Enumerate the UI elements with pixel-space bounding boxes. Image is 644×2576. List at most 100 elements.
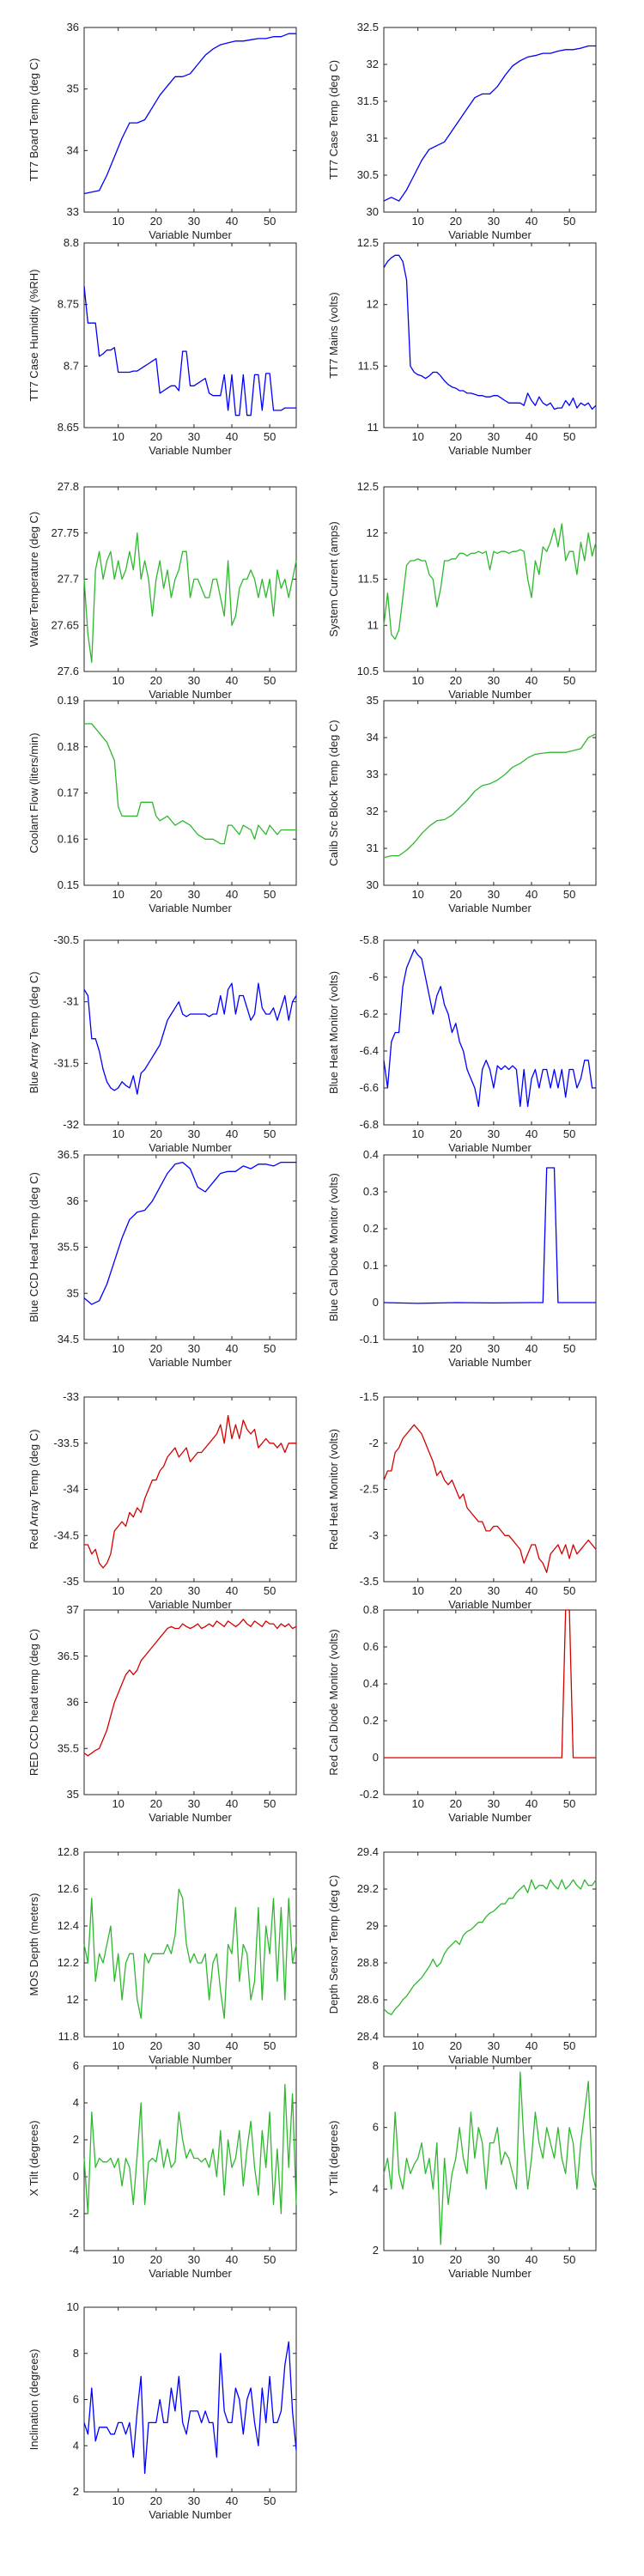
y-tick-label: 34 bbox=[367, 731, 379, 744]
series-line-0 bbox=[83, 33, 296, 195]
y-tick-label: 0 bbox=[73, 2170, 79, 2183]
plot-frame bbox=[83, 27, 297, 213]
plot-frame bbox=[383, 1609, 597, 1795]
chart-panel-8: 10 20 30 40 50 -32 -31.5 -31 -30.5 Variable Numbe… bbox=[27, 933, 297, 1154]
x-axis-label: Variable Number bbox=[149, 902, 232, 914]
y-tick-label: 11.5 bbox=[358, 359, 379, 372]
y-tick-label: 36.5 bbox=[58, 1649, 79, 1662]
x-tick-label: 30 bbox=[488, 2039, 500, 2052]
y-tick-label: 27.8 bbox=[58, 480, 79, 493]
y-tick-label: 28.6 bbox=[357, 1993, 379, 2006]
x-axis-label: Variable Number bbox=[448, 2053, 532, 2066]
x-tick-label: 50 bbox=[563, 1797, 575, 1810]
x-tick-label: 30 bbox=[188, 1127, 200, 1140]
x-tick-label: 10 bbox=[112, 430, 124, 443]
y-tick-label: 11 bbox=[368, 421, 380, 434]
y-tick-label: 36.5 bbox=[58, 1148, 79, 1161]
x-tick-label: 20 bbox=[150, 674, 162, 687]
series-line-0 bbox=[383, 254, 597, 410]
y-tick-label: 28.4 bbox=[357, 2030, 379, 2043]
x-axis-label: Variable Number bbox=[448, 1141, 532, 1154]
y-tick-label: 11 bbox=[368, 618, 380, 631]
y-tick-label: 12 bbox=[367, 298, 379, 311]
chart-panel-5: 10 20 30 40 50 10.5 11 11.5 12 12.5 Variable Numbe… bbox=[327, 480, 597, 701]
y-tick-label: 6 bbox=[73, 2059, 79, 2072]
y-tick-label: 34 bbox=[67, 143, 79, 156]
x-tick-label: 40 bbox=[526, 888, 538, 901]
y-tick-label: -2.5 bbox=[360, 1483, 379, 1496]
y-tick-label: -5.8 bbox=[360, 933, 379, 946]
plot-frame bbox=[383, 1154, 597, 1340]
x-tick-label: 50 bbox=[563, 2039, 575, 2052]
y-tick-label: 33 bbox=[367, 768, 379, 781]
x-tick-label: 10 bbox=[411, 888, 423, 901]
plot-frame bbox=[383, 27, 597, 213]
x-tick-label: 20 bbox=[150, 888, 162, 901]
y-tick-label: 32 bbox=[367, 805, 379, 817]
y-tick-label: 27.6 bbox=[58, 665, 79, 677]
y-tick-label: 35.5 bbox=[58, 1741, 79, 1754]
x-axis-label: Variable Number bbox=[149, 2053, 232, 2066]
x-tick-label: 30 bbox=[488, 674, 500, 687]
series-line-0 bbox=[383, 1424, 597, 1573]
y-tick-label: 35 bbox=[67, 82, 79, 95]
x-tick-label: 40 bbox=[526, 430, 538, 443]
series-line-0 bbox=[83, 2341, 297, 2475]
x-tick-label: 10 bbox=[112, 674, 124, 687]
y-tick-label: 31 bbox=[367, 841, 379, 854]
x-tick-label: 40 bbox=[226, 2494, 238, 2507]
x-tick-label: 30 bbox=[188, 1584, 200, 1597]
x-tick-label: 10 bbox=[411, 430, 423, 443]
y-tick-label: 0.2 bbox=[363, 1222, 379, 1235]
x-tick-label: 40 bbox=[226, 1797, 238, 1810]
y-axis-label: Water Temperature (deg C) bbox=[27, 512, 40, 647]
y-tick-label: 0.17 bbox=[58, 787, 79, 799]
y-tick-label: 12 bbox=[367, 526, 379, 539]
y-axis-label: TT7 Case Humidity (%RH) bbox=[27, 270, 40, 402]
x-axis-label: Variable Number bbox=[149, 228, 232, 241]
x-tick-label: 40 bbox=[226, 1342, 238, 1355]
plot-frame bbox=[83, 1154, 297, 1340]
y-tick-label: -4 bbox=[69, 2244, 79, 2257]
x-tick-label: 20 bbox=[450, 430, 462, 443]
chart-panel-6: 10 20 30 40 50 0.15 0.16 0.17 0.18 0.19 Variable N… bbox=[27, 694, 297, 914]
y-tick-label: 34.5 bbox=[58, 1333, 79, 1346]
x-tick-label: 50 bbox=[264, 2039, 276, 2052]
x-tick-label: 50 bbox=[264, 1797, 276, 1810]
y-tick-label: 0.4 bbox=[363, 1677, 379, 1690]
x-tick-label: 20 bbox=[150, 2039, 162, 2052]
y-tick-label: 0.4 bbox=[363, 1148, 379, 1161]
y-tick-label: 0.6 bbox=[363, 1640, 379, 1653]
y-tick-label: 8 bbox=[73, 2347, 79, 2360]
y-tick-label: -32 bbox=[63, 1118, 79, 1131]
x-tick-label: 40 bbox=[226, 674, 238, 687]
y-tick-label: 2 bbox=[73, 2485, 79, 2498]
x-tick-label: 20 bbox=[150, 1797, 162, 1810]
x-tick-label: 10 bbox=[411, 1342, 423, 1355]
y-tick-label: 37 bbox=[67, 1603, 79, 1616]
x-tick-label: 30 bbox=[188, 1797, 200, 1810]
x-tick-label: 30 bbox=[488, 1342, 500, 1355]
y-tick-label: -2 bbox=[368, 1437, 379, 1449]
y-tick-label: 12.4 bbox=[58, 1919, 79, 1932]
x-tick-label: 20 bbox=[450, 215, 462, 228]
plot-frame bbox=[83, 242, 297, 428]
y-tick-label: 27.65 bbox=[51, 618, 79, 631]
y-axis-label: Blue Cal Diode Monitor (volts) bbox=[327, 1173, 340, 1321]
x-tick-label: 30 bbox=[188, 2494, 200, 2507]
x-tick-label: 50 bbox=[264, 674, 276, 687]
y-axis-label: Depth Sensor Temp (deg C) bbox=[327, 1875, 340, 2014]
chart-panel-15: 10 20 30 40 50 -0.2 0 0.2 0.4 0.6 0.8 Variable Numb… bbox=[327, 1603, 597, 1824]
chart-panel-20: 10 20 30 40 50 2 4 6 8 10 Variable Number Inclinati… bbox=[27, 2300, 297, 2521]
series-line-0 bbox=[383, 523, 597, 641]
y-tick-label: -31.5 bbox=[53, 1056, 79, 1069]
x-tick-label: 50 bbox=[563, 1342, 575, 1355]
y-tick-label: 36 bbox=[67, 1696, 79, 1709]
chart-panel-2: 10 20 30 40 50 8.65 8.7 8.75 8.8 Variable Number T… bbox=[27, 236, 297, 457]
y-axis-label: Inclination (degrees) bbox=[27, 2349, 40, 2451]
y-tick-label: 35 bbox=[67, 1286, 79, 1299]
x-tick-label: 30 bbox=[188, 2039, 200, 2052]
y-tick-label: 0.15 bbox=[58, 878, 79, 891]
x-tick-label: 40 bbox=[526, 674, 538, 687]
x-tick-label: 40 bbox=[526, 1342, 538, 1355]
